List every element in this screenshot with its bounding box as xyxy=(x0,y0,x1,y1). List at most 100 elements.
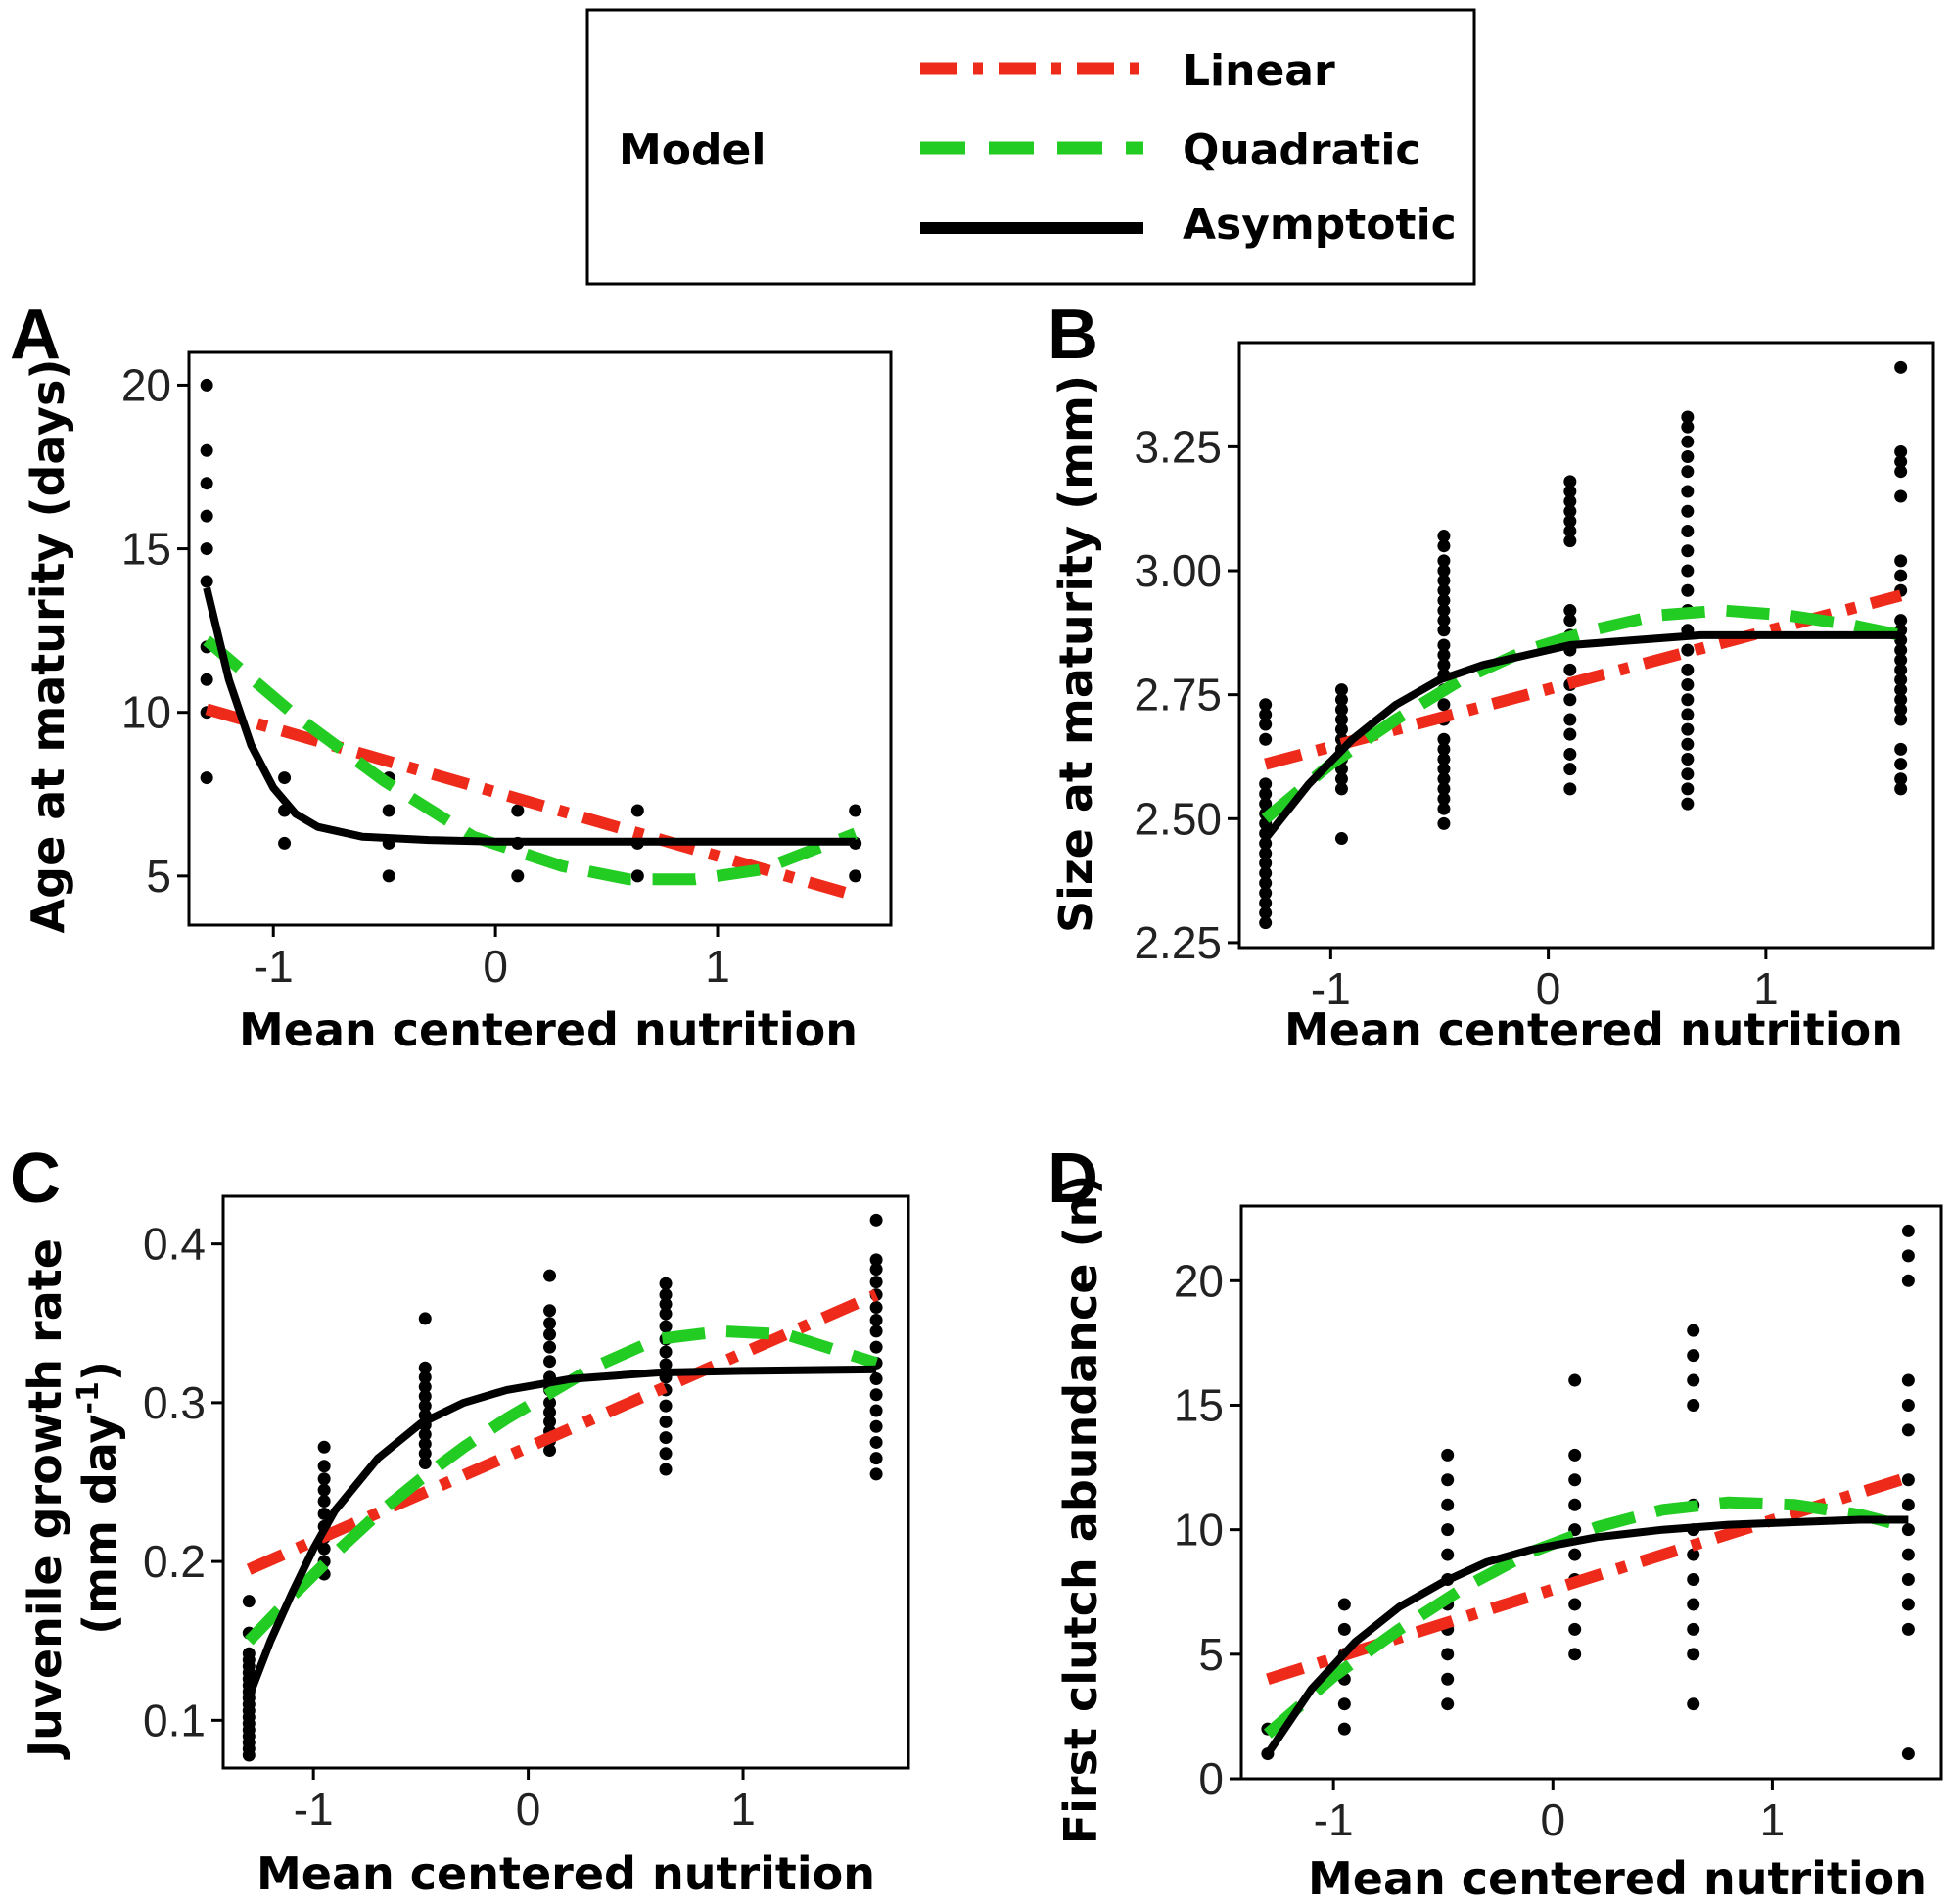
panel-b-data-point xyxy=(1259,698,1273,712)
panel-b-data-point xyxy=(1681,663,1695,676)
panel-b-data-point xyxy=(1894,444,1908,458)
panel-b-ytick-label: 3.00 xyxy=(1134,545,1222,596)
panel-c-data-point xyxy=(659,1431,673,1445)
panel-c-data-point xyxy=(317,1542,331,1556)
panel-c-data-point xyxy=(659,1307,673,1321)
panel-c-data-point xyxy=(869,1314,883,1327)
panel-d-data-point xyxy=(1687,1573,1700,1587)
panel-c-data-point xyxy=(543,1317,557,1330)
panel-a-data-point xyxy=(849,804,862,817)
panel-d-data-point xyxy=(1337,1622,1351,1636)
panel-a-fit-linear xyxy=(205,703,858,902)
panel-c-data-point xyxy=(543,1444,557,1458)
panel-d-xtick-label: -1 xyxy=(1314,1794,1354,1845)
panel-d-data-point xyxy=(1568,1448,1582,1462)
panel-b-xtick-label: 1 xyxy=(1753,963,1779,1014)
panel-b-xlabel: Mean centered nutrition xyxy=(1284,1003,1903,1056)
panel-b-data-point xyxy=(1437,658,1451,672)
panel-d-data-point xyxy=(1441,1672,1455,1686)
panel-c-data-point xyxy=(659,1288,673,1302)
panel-b-plot: -1 0 1 2.25 2.50 2.75 3.00 3.25 xyxy=(1134,341,1935,1014)
panel-a-xtick-label: -1 xyxy=(254,941,294,992)
panel-b-data-point xyxy=(1437,648,1451,662)
panel-b-data-point xyxy=(1894,465,1908,479)
panel-b-ytick-label: 3.25 xyxy=(1134,421,1222,472)
panel-b-data-point xyxy=(1894,758,1908,771)
panel-a-xtick-label: 1 xyxy=(705,941,730,992)
panel-a-data-point xyxy=(200,771,213,785)
panel-b-data-point xyxy=(1334,703,1348,717)
panel-c-ytick-label: 0.1 xyxy=(143,1695,206,1745)
panel-b-data-point xyxy=(1894,455,1908,469)
panel-d-data-point xyxy=(1687,1349,1700,1363)
panel-d-data-point xyxy=(1901,1373,1915,1387)
panel-d-data-point xyxy=(1687,1648,1700,1661)
panel-b-fit-asymptotic xyxy=(1262,630,1901,842)
panel-b-data-point xyxy=(1437,638,1451,652)
panel-d-data-point xyxy=(1901,1398,1915,1412)
panel-d-data-point xyxy=(1687,1398,1700,1412)
panel-b-data-point xyxy=(1563,747,1577,761)
panel-a-ylabel: Age at maturity (days) xyxy=(22,359,74,934)
panel-b-data-point xyxy=(1259,916,1273,930)
panel-d-data-point xyxy=(1441,1473,1455,1487)
panel-b-data-point xyxy=(1894,653,1908,667)
panel-a-data-point xyxy=(382,869,395,883)
panel-b-fit-quadratic xyxy=(1261,604,1902,823)
panel-c-data-point xyxy=(543,1396,557,1410)
panel-d-data-point xyxy=(1441,1498,1455,1511)
panel-d-xtick-label: 1 xyxy=(1760,1794,1786,1845)
panel-b-data-point xyxy=(1563,727,1577,741)
panel-b-data-point xyxy=(1259,906,1273,920)
panel-d-data-point xyxy=(1901,1598,1915,1611)
panel-b-data-point xyxy=(1563,614,1577,627)
panel-d-data-point xyxy=(1901,1423,1915,1437)
panel-c-data-point xyxy=(869,1253,883,1267)
panel-d-ylabel: First clutch abundance (n) xyxy=(1054,1175,1107,1845)
legend-label-linear: Linear xyxy=(1183,46,1335,96)
panel-b-data-point xyxy=(1681,767,1695,781)
panel-b-data-point xyxy=(1681,722,1695,736)
panel-d-data-point xyxy=(1901,1249,1915,1263)
panel-c-fit-quadratic xyxy=(244,1324,878,1646)
panel-d-data-point xyxy=(1901,1573,1915,1587)
panel-b-data-point xyxy=(1259,847,1273,860)
panel-b-data-point xyxy=(1563,504,1577,518)
panel-a-ytick-label: 5 xyxy=(146,851,171,902)
panel-b-data-point xyxy=(1437,539,1451,553)
panel-a-data-point xyxy=(511,869,525,883)
panel-c-data-point xyxy=(418,1457,432,1470)
panel-b-data-point xyxy=(1563,494,1577,508)
panel-b-data-point xyxy=(1681,410,1695,424)
panel-d-data-point xyxy=(1568,1648,1582,1661)
panel-b-data-point xyxy=(1894,713,1908,726)
panel-b-data-point xyxy=(1563,485,1577,498)
panel-c-data-point xyxy=(317,1472,331,1486)
panel-b-data-point xyxy=(1894,554,1908,568)
panel-a-data-point xyxy=(849,869,862,883)
panel-b-data-point xyxy=(1437,772,1451,786)
panel-b-data-point xyxy=(1894,360,1908,374)
panel-d-data-point xyxy=(1441,1548,1455,1561)
panel-b-data-point xyxy=(1563,782,1577,796)
panel-c-data-point xyxy=(317,1494,331,1508)
panel-b-data-point xyxy=(1681,708,1695,721)
panel-c-data-point xyxy=(543,1269,557,1282)
panel-c-data-point xyxy=(659,1320,673,1333)
panel-d-fit-quadratic xyxy=(1263,1496,1910,1739)
panel-b-data-point xyxy=(1894,703,1908,717)
panel-c-ytick-label: 0.4 xyxy=(143,1219,206,1270)
panel-c-data-point xyxy=(869,1263,883,1277)
panel-b-data-point xyxy=(1681,797,1695,811)
panel-c-fit-asymptotic xyxy=(245,1365,877,1698)
panel-b-data-point xyxy=(1681,485,1695,498)
panel-b-data-point xyxy=(1259,866,1273,880)
panel-d-xtick-label: 0 xyxy=(1540,1794,1565,1845)
panel-c-data-point xyxy=(418,1447,432,1461)
panel-d-frame xyxy=(1239,1204,1943,1781)
panel-a-data-point xyxy=(278,771,292,785)
panel-b-data-point xyxy=(1894,643,1908,657)
panel-b-data-point xyxy=(1259,896,1273,909)
